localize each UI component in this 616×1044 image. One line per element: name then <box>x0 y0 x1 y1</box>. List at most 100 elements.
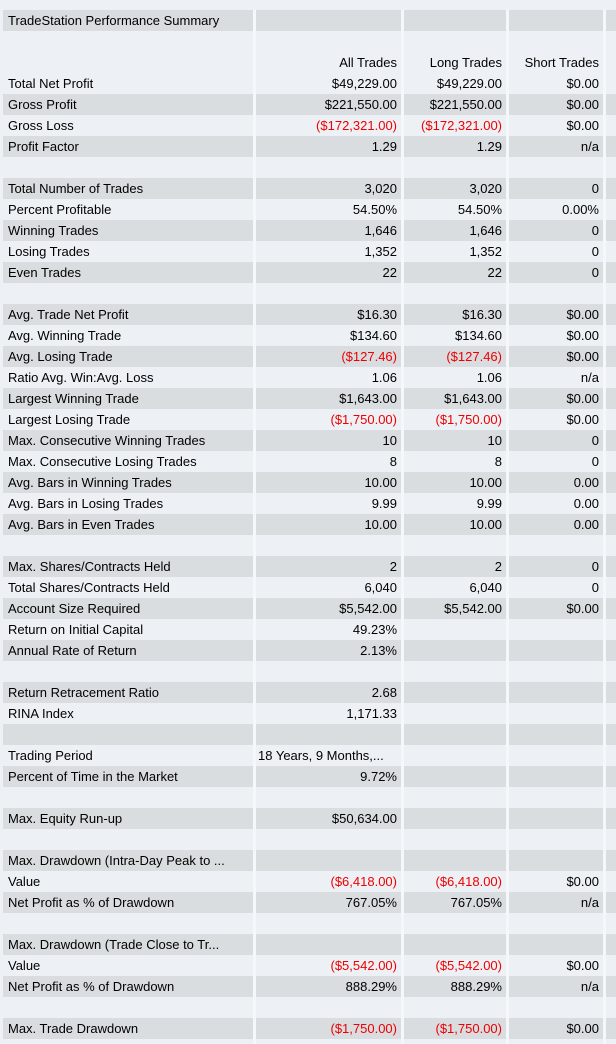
row-label: Trading Period <box>3 745 253 766</box>
column-gap <box>603 598 606 619</box>
clipped-column-sliver <box>606 136 616 157</box>
column-gap <box>603 661 606 682</box>
table-row: Return Retracement Ratio 2.68 <box>3 682 616 703</box>
row-label: Max. Consecutive Losing Trades <box>3 451 253 472</box>
column-gap <box>506 409 509 430</box>
column-gap <box>401 493 404 514</box>
column-gap <box>506 472 509 493</box>
table-row: Net Profit as % of Drawdown 767.05% 767.05… <box>3 892 616 913</box>
column-gap <box>603 745 606 766</box>
column-gap <box>253 52 256 73</box>
summary-table: TradeStation Performance Summary All Trad… <box>3 10 616 1044</box>
column-gap <box>401 724 404 745</box>
cell-value: $0.00 <box>509 388 603 409</box>
cell-value: 22 <box>256 262 401 283</box>
cell-value: 22 <box>404 262 506 283</box>
column-gap <box>506 787 509 808</box>
column-gap <box>506 535 509 556</box>
clipped-column-sliver <box>606 451 616 472</box>
column-gap <box>253 829 256 850</box>
row-label: Net Profit as % of Drawdown <box>3 892 253 913</box>
cell-value: 1.29 <box>404 136 506 157</box>
clipped-column-sliver <box>606 1039 616 1044</box>
column-gap <box>506 661 509 682</box>
cell-value <box>509 619 603 640</box>
cell-value <box>509 10 603 31</box>
table-row: Avg. Bars in Even Trades 10.00 10.00 0.00 <box>3 514 616 535</box>
report-title: TradeStation Performance Summary <box>3 10 253 31</box>
column-gap <box>253 934 256 955</box>
cell-value: n/a <box>509 892 603 913</box>
column-gap <box>506 451 509 472</box>
row-label: Return on Initial Capital <box>3 619 253 640</box>
table-row: Value ($5,542.00) ($5,542.00) $0.00 <box>3 955 616 976</box>
table-row: Account Size Required $5,542.00 $5,542.00 $… <box>3 598 616 619</box>
cell-value <box>404 283 506 304</box>
column-gap <box>253 388 256 409</box>
clipped-column-sliver <box>606 199 616 220</box>
column-gap <box>506 346 509 367</box>
clipped-column-sliver <box>606 850 616 871</box>
column-gap <box>506 115 509 136</box>
cell-value: 0 <box>509 178 603 199</box>
cell-value: 0 <box>509 262 603 283</box>
row-label: Losing Trades <box>3 241 253 262</box>
column-gap <box>603 640 606 661</box>
row-label: Ratio Avg. Win:Avg. Loss <box>3 367 253 388</box>
cell-value: ($1,750.00) <box>256 1018 401 1039</box>
column-gap <box>401 556 404 577</box>
table-row: Avg. Trade Net Profit $16.30 $16.30 $0.00 <box>3 304 616 325</box>
column-gap <box>401 1039 404 1044</box>
column-gap <box>253 241 256 262</box>
cell-value: 3,020 <box>256 178 401 199</box>
column-gap <box>253 766 256 787</box>
cell-value: 1,352 <box>404 241 506 262</box>
table-row: Trading Period 18 Years, 9 Months,... <box>3 745 616 766</box>
column-gap <box>253 556 256 577</box>
row-label: Avg. Bars in Winning Trades <box>3 472 253 493</box>
column-gap <box>506 808 509 829</box>
cell-value: 9.99 <box>256 493 401 514</box>
cell-value: ($1,750.00) <box>256 409 401 430</box>
cell-value: ($172,321.00) <box>256 115 401 136</box>
cell-value <box>404 157 506 178</box>
cell-value <box>256 10 401 31</box>
column-gap <box>253 514 256 535</box>
column-gap <box>603 199 606 220</box>
cell-value <box>256 1039 401 1044</box>
row-label: Value <box>3 871 253 892</box>
clipped-column-sliver <box>606 220 616 241</box>
table-row: Max. Equity Run-up $50,634.00 <box>3 808 616 829</box>
cell-value: 8 <box>404 451 506 472</box>
column-gap <box>506 766 509 787</box>
column-gap <box>603 241 606 262</box>
column-gap <box>506 976 509 997</box>
cell-value <box>404 787 506 808</box>
cell-value <box>509 787 603 808</box>
column-gap <box>506 367 509 388</box>
spacer-row <box>3 661 616 682</box>
row-label: Avg. Losing Trade <box>3 346 253 367</box>
clipped-column-sliver <box>606 409 616 430</box>
column-gap <box>506 1039 509 1044</box>
spacer-row <box>3 283 616 304</box>
cell-value <box>256 829 401 850</box>
cell-value <box>509 1039 603 1044</box>
column-gap <box>401 136 404 157</box>
clipped-column-sliver <box>606 913 616 934</box>
clipped-column-sliver <box>606 283 616 304</box>
column-gap <box>253 283 256 304</box>
cell-value <box>509 535 603 556</box>
column-gap <box>506 682 509 703</box>
spacer-row <box>3 787 616 808</box>
row-label: Annual Rate of Return <box>3 640 253 661</box>
column-gap <box>603 283 606 304</box>
column-gap <box>253 724 256 745</box>
column-gap <box>506 640 509 661</box>
cell-value <box>404 808 506 829</box>
column-gap <box>253 598 256 619</box>
column-gap <box>603 913 606 934</box>
cell-value: $16.30 <box>256 304 401 325</box>
column-gap <box>253 850 256 871</box>
cell-value <box>404 682 506 703</box>
